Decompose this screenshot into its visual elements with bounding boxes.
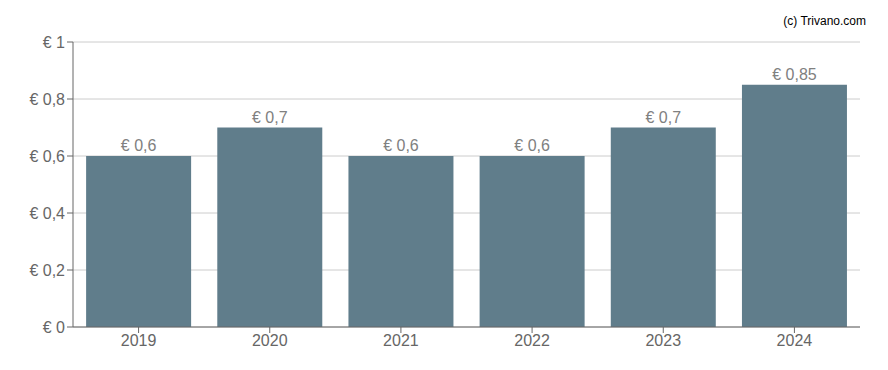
svg-text:€ 0: € 0 (43, 319, 65, 336)
svg-text:2021: 2021 (383, 332, 419, 349)
svg-text:€ 0,85: € 0,85 (772, 66, 817, 83)
svg-text:2020: 2020 (252, 332, 288, 349)
svg-text:€ 0,8: € 0,8 (29, 91, 65, 108)
svg-text:€ 1: € 1 (43, 34, 65, 51)
svg-text:2023: 2023 (645, 332, 681, 349)
svg-text:2019: 2019 (121, 332, 157, 349)
html-text:(c) Trivano.com: (c) Trivano.com (783, 14, 866, 28)
svg-text:2022: 2022 (514, 332, 550, 349)
svg-text:€ 0,6: € 0,6 (29, 148, 65, 165)
svg-text:2024: 2024 (777, 332, 813, 349)
svg-text:€ 0,6: € 0,6 (383, 137, 419, 154)
svg-text:€ 0,7: € 0,7 (252, 109, 288, 126)
svg-text:€ 0,6: € 0,6 (121, 137, 157, 154)
svg-text:€ 0,2: € 0,2 (29, 262, 65, 279)
svg-text:€ 0,4: € 0,4 (29, 205, 65, 222)
svg-text:€ 0,6: € 0,6 (514, 137, 550, 154)
svg-text:€ 0,7: € 0,7 (645, 109, 681, 126)
